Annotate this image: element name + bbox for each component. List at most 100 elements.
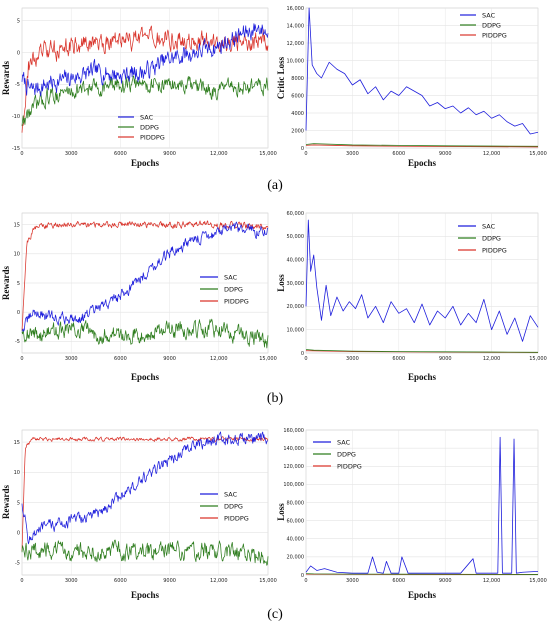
legend: SAC DDPG PIDDPG (200, 491, 249, 523)
x-axis-label: Epochs (131, 158, 160, 168)
legend-label-ddpg: DDPG (482, 22, 501, 30)
y-tick-label: 4000 (291, 111, 304, 117)
y-tick-label: 0 (301, 146, 304, 152)
x-tick-label: 0 (20, 151, 23, 157)
y-tick-label: 0 (301, 573, 304, 579)
x-tick-label: 6000 (114, 578, 127, 584)
chart-a-right: Critic Loss Epochs SAC DDPG PIDDPG 0 2000… (276, 6, 547, 168)
y-tick-label: 120,000 (283, 464, 304, 470)
y-tick-label: -5 (15, 561, 20, 567)
x-tick-label: 0 (304, 578, 307, 584)
y-tick-label: 20,000 (287, 304, 305, 310)
y-tick-label: 15 (14, 440, 20, 446)
x-axis-label: Epochs (408, 158, 437, 168)
chart-c-left: Rewards Epochs SAC DDPG PIDDPG -5 0 5 10 15 0… (1, 429, 277, 600)
y-axis-label: Rewards (1, 485, 11, 519)
y-tick-label: 10,000 (287, 327, 305, 333)
y-tick-label: 100,000 (283, 482, 304, 488)
x-axis-label: Epochs (408, 590, 437, 600)
y-tick-label: 80,000 (287, 500, 305, 506)
series-line-sac (21, 23, 269, 97)
x-axis-label: Epochs (131, 590, 160, 600)
series-line-ddpg (305, 573, 539, 575)
y-axis-label: Loss (276, 503, 286, 521)
x-tick-label: 3000 (65, 578, 78, 584)
x-tick-label: 0 (20, 356, 23, 362)
legend: SAC DDPG PIDDPG (118, 114, 165, 142)
y-tick-label: 16,000 (287, 6, 305, 12)
series-line-sac (21, 431, 269, 545)
x-tick-label: 0 (20, 578, 23, 584)
x-tick-label: 3000 (65, 151, 78, 157)
y-tick-label: 160,000 (283, 428, 304, 434)
y-axis-label: Rewards (1, 266, 11, 300)
x-tick-label: 6000 (392, 151, 405, 157)
x-tick-label: 3000 (346, 578, 359, 584)
series-line-sac (305, 7, 539, 135)
x-tick-label: 9000 (439, 578, 452, 584)
x-tick-label: 6000 (392, 578, 405, 584)
x-tick-label: 9000 (163, 151, 176, 157)
x-tick-label: 6000 (114, 356, 127, 362)
y-tick-label: 140,000 (283, 446, 304, 452)
x-tick-label: 15,000 (259, 578, 277, 584)
x-tick-label: 0 (304, 356, 307, 362)
x-tick-label: 12,000 (210, 356, 228, 362)
y-tick-label: -5 (15, 82, 20, 88)
y-tick-label: 50,000 (287, 234, 305, 240)
legend-label-ddpg: DDPG (482, 235, 501, 243)
y-tick-label: 5 (17, 500, 20, 506)
legend-label-piddpg: PIDDPG (482, 247, 507, 255)
x-tick-label: 12,000 (483, 151, 501, 157)
y-tick-label: 12,000 (287, 41, 305, 47)
x-tick-label: 0 (304, 151, 307, 157)
legend-label-sac: SAC (482, 223, 496, 231)
x-tick-label: 15,000 (259, 151, 277, 157)
legend-label-sac: SAC (337, 439, 351, 447)
x-tick-label: 9000 (439, 151, 452, 157)
x-tick-label: 12,000 (483, 356, 501, 362)
series-line-piddpg (21, 220, 269, 331)
x-tick-label: 12,000 (483, 578, 501, 584)
legend-label-sac: SAC (224, 491, 238, 499)
x-tick-label: 3000 (346, 151, 359, 157)
legend-label-piddpg: PIDDPG (337, 463, 362, 471)
x-tick-label: 9000 (163, 578, 176, 584)
y-tick-label: 0 (17, 50, 20, 56)
legend-label-piddpg: PIDDPG (482, 32, 507, 40)
y-tick-label: 10 (14, 470, 20, 476)
x-tick-label: 9000 (439, 356, 452, 362)
caption-c: (c) (267, 607, 283, 622)
chart-c-right: Loss Epochs SAC DDPG PIDDPG 0 20,000 40,00… (276, 428, 547, 600)
x-tick-label: 9000 (163, 356, 176, 362)
series-line-ddpg (21, 75, 269, 127)
legend-label-ddpg: DDPG (224, 503, 243, 511)
legend-label-ddpg: DDPG (224, 286, 243, 294)
x-tick-label: 15,000 (259, 356, 277, 362)
y-tick-label: 5 (17, 19, 20, 25)
y-tick-label: 15 (14, 222, 20, 228)
x-tick-label: 15,000 (529, 151, 547, 157)
y-tick-label: 40,000 (287, 537, 305, 543)
series-line-sac (305, 219, 539, 342)
series-line-ddpg (21, 539, 269, 566)
y-tick-label: 30,000 (287, 281, 305, 287)
y-tick-label: -10 (12, 114, 20, 120)
y-tick-label: 10,000 (287, 58, 305, 64)
x-tick-label: 15,000 (529, 356, 547, 362)
y-tick-label: 40,000 (287, 257, 305, 263)
series-line-ddpg (21, 318, 269, 349)
x-tick-label: 6000 (392, 356, 405, 362)
legend: SAC DDPG PIDDPG (313, 439, 362, 471)
chart-b-left: Rewards Epochs SAC DDPG PIDDPG -5 0 5 10 15 0… (1, 212, 277, 382)
y-tick-label: 2000 (291, 128, 304, 134)
chart-a-left: Rewards Epochs SAC DDPG PIDDPG -15 -10 -5 0… (1, 7, 277, 168)
series-line-sac (21, 221, 269, 332)
series-line-piddpg (305, 144, 539, 148)
x-tick-label: 12,000 (210, 151, 228, 157)
y-axis-label: Rewards (1, 61, 11, 95)
y-tick-label: -15 (12, 146, 20, 152)
y-tick-label: 60,000 (287, 518, 305, 524)
x-axis-label: Epochs (408, 372, 437, 382)
